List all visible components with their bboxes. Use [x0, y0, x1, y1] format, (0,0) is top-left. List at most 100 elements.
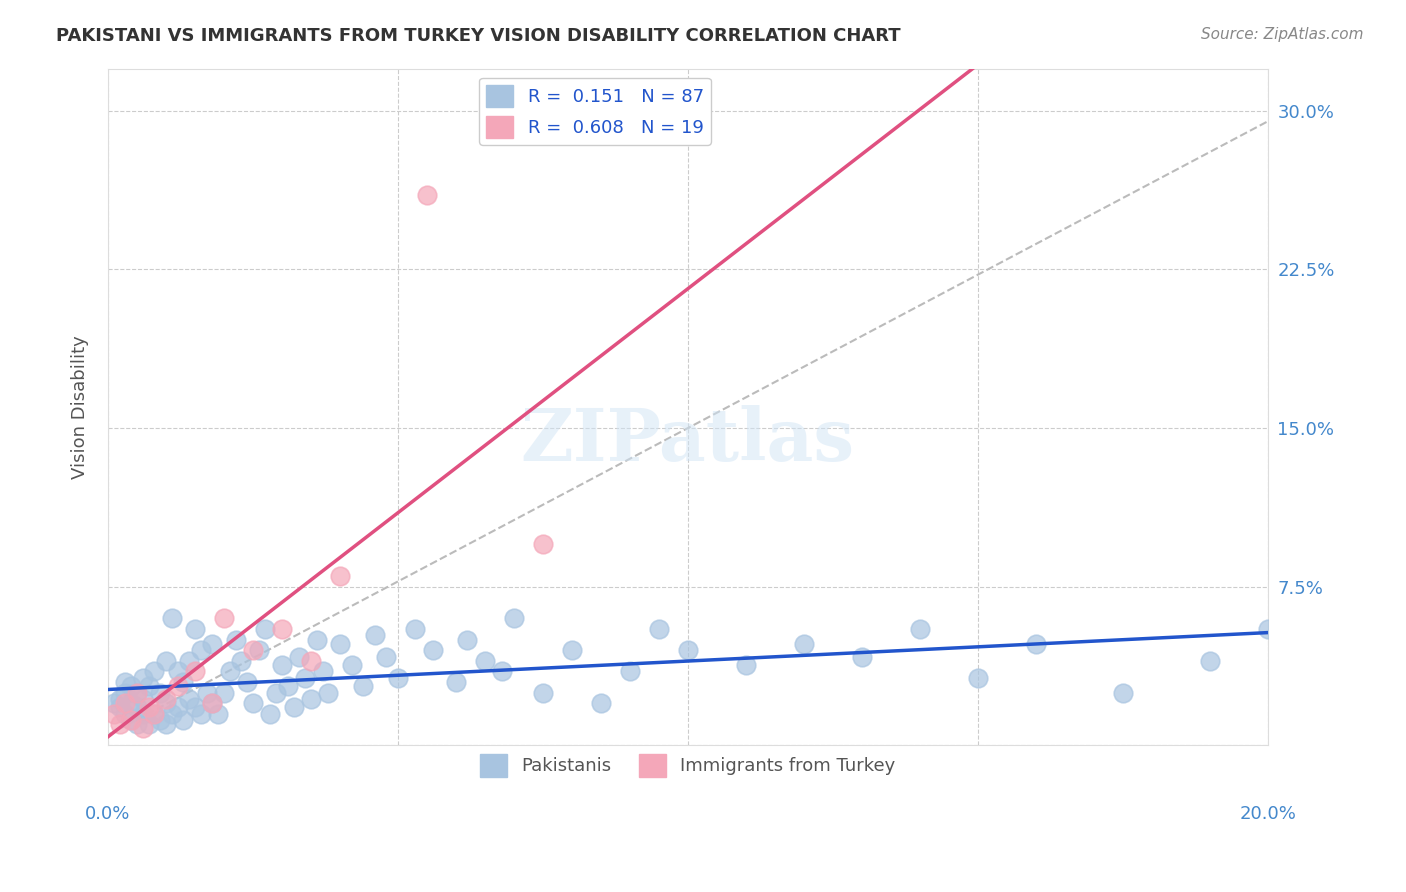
- Point: [491, 665, 513, 679]
- Point: [132, 706, 155, 721]
- Point: [166, 679, 188, 693]
- Point: [1025, 637, 1047, 651]
- Point: [236, 674, 259, 689]
- Point: [138, 700, 160, 714]
- Point: [155, 654, 177, 668]
- Point: [108, 717, 131, 731]
- Point: [283, 700, 305, 714]
- Point: [179, 691, 201, 706]
- Point: [184, 622, 207, 636]
- Point: [201, 696, 224, 710]
- Point: [143, 706, 166, 721]
- Point: [166, 700, 188, 714]
- Point: [155, 717, 177, 731]
- Point: [125, 685, 148, 699]
- Point: [305, 632, 328, 647]
- Text: ZIPatlas: ZIPatlas: [520, 405, 855, 476]
- Point: [184, 700, 207, 714]
- Point: [456, 632, 478, 647]
- Point: [218, 665, 240, 679]
- Point: [172, 713, 194, 727]
- Point: [1198, 654, 1220, 668]
- Point: [166, 665, 188, 679]
- Point: [1257, 622, 1279, 636]
- Point: [207, 706, 229, 721]
- Point: [734, 658, 756, 673]
- Point: [340, 658, 363, 673]
- Point: [155, 691, 177, 706]
- Point: [138, 679, 160, 693]
- Point: [404, 622, 426, 636]
- Point: [143, 665, 166, 679]
- Point: [179, 654, 201, 668]
- Point: [271, 658, 294, 673]
- Point: [242, 696, 264, 710]
- Point: [329, 569, 352, 583]
- Point: [149, 713, 172, 727]
- Point: [120, 713, 142, 727]
- Point: [114, 696, 136, 710]
- Point: [589, 696, 612, 710]
- Point: [120, 679, 142, 693]
- Text: PAKISTANI VS IMMIGRANTS FROM TURKEY VISION DISABILITY CORRELATION CHART: PAKISTANI VS IMMIGRANTS FROM TURKEY VISI…: [56, 27, 901, 45]
- Point: [299, 654, 322, 668]
- Point: [160, 611, 183, 625]
- Point: [201, 637, 224, 651]
- Point: [908, 622, 931, 636]
- Text: 0.0%: 0.0%: [86, 805, 131, 822]
- Point: [114, 674, 136, 689]
- Point: [531, 537, 554, 551]
- Point: [277, 679, 299, 693]
- Point: [271, 622, 294, 636]
- Point: [231, 654, 253, 668]
- Point: [125, 685, 148, 699]
- Point: [966, 671, 988, 685]
- Point: [125, 700, 148, 714]
- Point: [195, 685, 218, 699]
- Point: [561, 643, 583, 657]
- Point: [114, 706, 136, 721]
- Point: [416, 188, 439, 202]
- Point: [132, 671, 155, 685]
- Point: [190, 706, 212, 721]
- Point: [648, 622, 671, 636]
- Point: [225, 632, 247, 647]
- Point: [108, 700, 131, 714]
- Point: [793, 637, 815, 651]
- Point: [143, 706, 166, 721]
- Point: [502, 611, 524, 625]
- Point: [311, 665, 333, 679]
- Point: [114, 685, 136, 699]
- Point: [108, 691, 131, 706]
- Point: [375, 649, 398, 664]
- Point: [851, 649, 873, 664]
- Point: [120, 713, 142, 727]
- Legend: Pakistanis, Immigrants from Turkey: Pakistanis, Immigrants from Turkey: [472, 747, 903, 784]
- Point: [149, 685, 172, 699]
- Point: [259, 706, 281, 721]
- Point: [264, 685, 287, 699]
- Point: [201, 696, 224, 710]
- Point: [318, 685, 340, 699]
- Point: [387, 671, 409, 685]
- Point: [190, 643, 212, 657]
- Point: [352, 679, 374, 693]
- Point: [120, 696, 142, 710]
- Point: [444, 674, 467, 689]
- Point: [242, 643, 264, 657]
- Point: [184, 665, 207, 679]
- Point: [294, 671, 316, 685]
- Point: [474, 654, 496, 668]
- Point: [299, 691, 322, 706]
- Point: [212, 611, 235, 625]
- Point: [288, 649, 311, 664]
- Point: [364, 628, 387, 642]
- Point: [103, 706, 125, 721]
- Text: 20.0%: 20.0%: [1239, 805, 1296, 822]
- Point: [132, 722, 155, 736]
- Text: Source: ZipAtlas.com: Source: ZipAtlas.com: [1201, 27, 1364, 42]
- Point: [125, 717, 148, 731]
- Point: [422, 643, 444, 657]
- Point: [212, 685, 235, 699]
- Point: [253, 622, 276, 636]
